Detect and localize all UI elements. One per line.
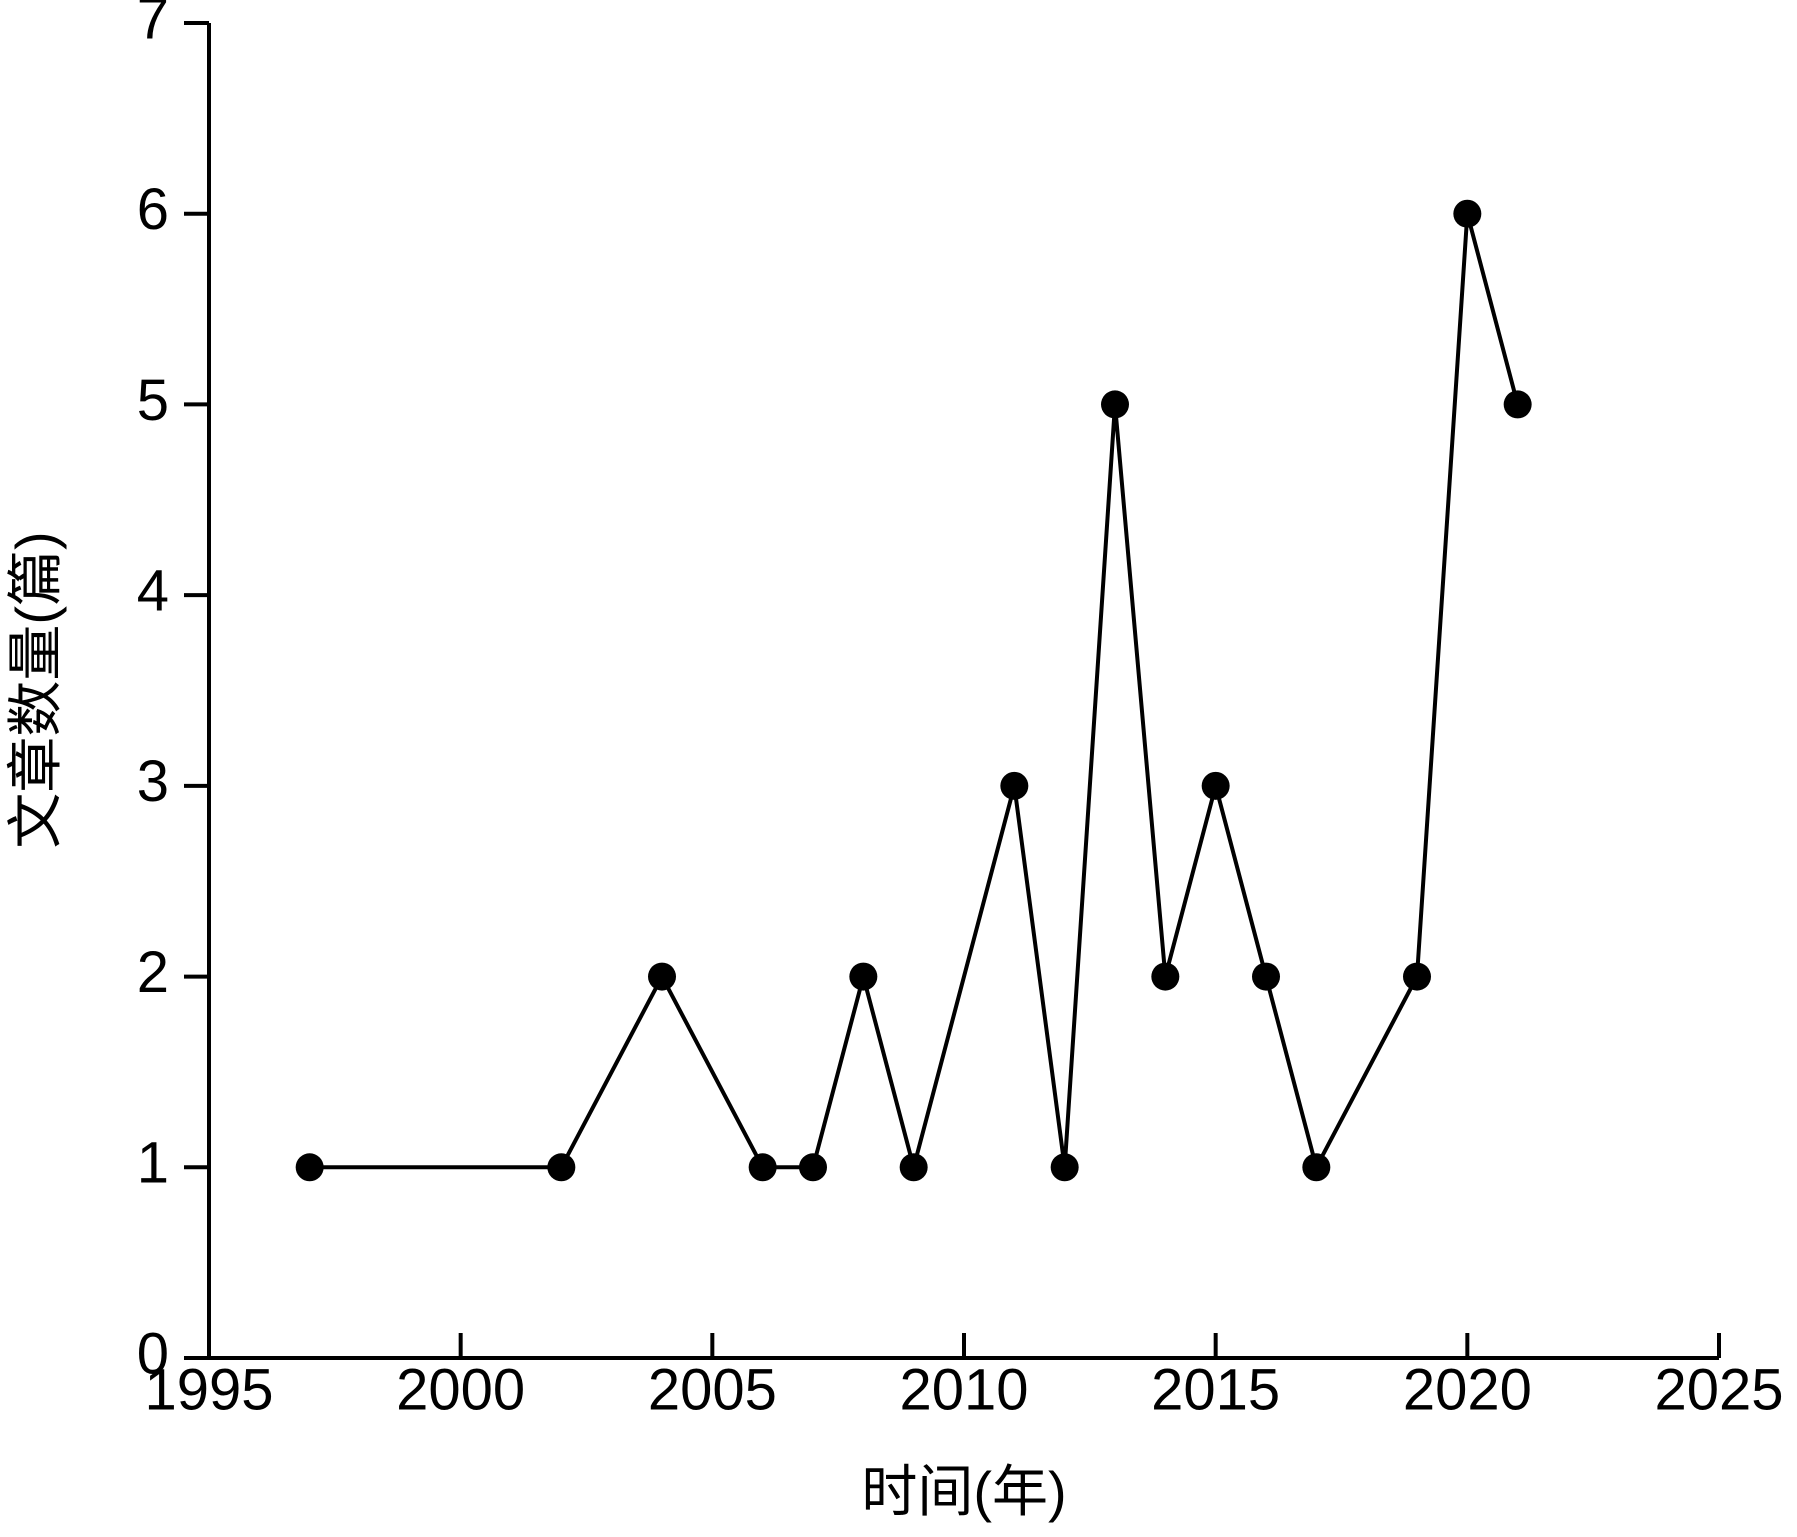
point	[1000, 771, 1029, 800]
point	[1201, 771, 1230, 800]
point	[1252, 962, 1280, 991]
y-tick-label: 0	[137, 1321, 169, 1386]
point	[1050, 1153, 1079, 1182]
point	[295, 1153, 324, 1182]
y-tick-label: 4	[137, 558, 169, 623]
point	[748, 1153, 777, 1182]
y-tick-label: 7	[137, 0, 169, 51]
y-tick-label: 6	[137, 177, 169, 242]
y-tick-label: 1	[137, 1131, 169, 1196]
x-tick-label: 2000	[396, 1357, 525, 1422]
y-tick-label: 2	[137, 940, 169, 1005]
point	[1302, 1153, 1331, 1182]
y-axis-title: 文章数量(篇)	[4, 531, 67, 848]
x-tick-label: 2020	[1403, 1357, 1532, 1422]
point	[1101, 390, 1129, 419]
y-tick-label: 5	[137, 368, 169, 433]
point	[799, 1153, 827, 1182]
point	[1151, 962, 1180, 991]
x-tick-label: 2010	[899, 1357, 1028, 1422]
point	[1453, 199, 1482, 228]
point	[849, 962, 878, 991]
line	[309, 213, 1520, 1176]
x-tick-label: 2005	[648, 1357, 777, 1422]
point	[899, 1153, 928, 1182]
point	[648, 962, 676, 991]
x-tick-label: 1995	[144, 1357, 273, 1422]
point	[1403, 962, 1431, 991]
x-tick-label: 2015	[1151, 1357, 1280, 1422]
x-tick-label: 2025	[1654, 1357, 1783, 1422]
y-tick-label: 3	[137, 749, 169, 814]
x-axis-title: 时间(年)	[861, 1460, 1066, 1523]
point	[1503, 390, 1532, 419]
point	[547, 1153, 576, 1182]
